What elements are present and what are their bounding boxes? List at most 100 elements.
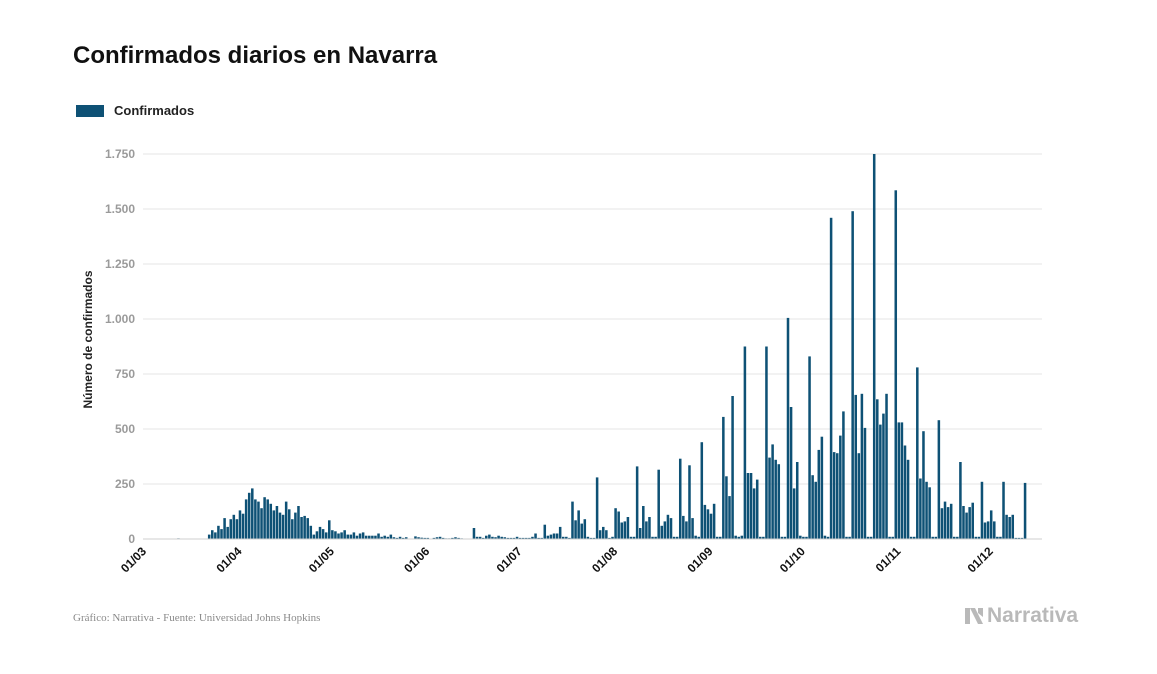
bar: [454, 537, 457, 539]
bar: [503, 537, 507, 539]
bar: [919, 478, 922, 539]
bar: [368, 535, 371, 539]
bar: [457, 537, 460, 539]
bar: [611, 536, 614, 539]
bar: [768, 457, 771, 539]
bar: [799, 535, 802, 539]
bar: [518, 537, 522, 539]
bar: [706, 509, 710, 539]
bar: [546, 535, 550, 539]
bar: [287, 509, 291, 539]
bar: [451, 537, 454, 539]
bar: [700, 442, 704, 539]
source-credit: Gráfico: Narrativa - Fuente: Universidad…: [73, 612, 321, 624]
bar: [561, 536, 565, 539]
bar: [417, 537, 420, 539]
bar: [377, 533, 380, 539]
bar: [346, 534, 350, 539]
bar: [334, 531, 337, 539]
bar: [374, 535, 377, 539]
bar: [226, 526, 229, 539]
bar: [543, 524, 547, 539]
bar: [737, 536, 741, 539]
bar: [774, 459, 777, 539]
bar: [583, 519, 587, 539]
bar: [792, 488, 796, 539]
bar: [361, 532, 365, 539]
bar: [869, 536, 873, 539]
bar: [879, 424, 882, 539]
bar: [823, 535, 827, 539]
bar: [238, 510, 242, 539]
bar: [740, 535, 744, 539]
bar: [278, 512, 282, 539]
bar: [223, 518, 226, 539]
bar: [534, 533, 537, 539]
x-tick-label: 01/11: [873, 544, 904, 575]
bar: [294, 512, 297, 539]
bar: [340, 532, 343, 539]
bar: [568, 537, 571, 539]
bar: [829, 217, 833, 540]
x-tick-label: 01/03: [118, 544, 149, 575]
legend-label: Confirmados: [114, 103, 195, 118]
bar: [817, 449, 821, 539]
bar: [395, 537, 399, 539]
bar: [269, 503, 273, 539]
bar: [645, 521, 648, 539]
bar: [956, 536, 959, 539]
bar: [851, 211, 854, 539]
bar: [306, 518, 309, 539]
bar: [608, 537, 611, 539]
bar: [275, 506, 279, 539]
bar: [383, 535, 386, 539]
bar: [715, 536, 719, 539]
bar: [272, 510, 276, 539]
bar: [438, 536, 442, 539]
bar: [771, 444, 774, 539]
bar: [789, 407, 793, 539]
bar: [912, 536, 916, 539]
bar: [528, 537, 531, 539]
bar: [891, 536, 894, 539]
bar: [211, 530, 214, 539]
bar: [786, 317, 790, 539]
bar: [291, 519, 294, 539]
bar: [318, 526, 322, 539]
bar: [1002, 481, 1005, 539]
x-tick-label: 01/05: [306, 544, 337, 575]
bar: [993, 521, 996, 539]
bar: [888, 536, 891, 539]
bar: [697, 536, 700, 539]
bar: [1020, 537, 1024, 539]
bar: [321, 529, 325, 539]
bar: [617, 511, 620, 539]
bar: [946, 507, 950, 539]
chart-title: Confirmados diarios en Navarra: [73, 42, 438, 69]
bar: [971, 502, 974, 539]
x-tick-label: 01/07: [494, 544, 525, 575]
bar: [937, 420, 941, 539]
bar: [805, 536, 808, 539]
bar: [820, 436, 824, 539]
bar: [500, 536, 503, 539]
bar: [916, 367, 919, 539]
bar: [759, 536, 762, 539]
y-tick-label: 1.750: [105, 147, 135, 161]
bar: [571, 501, 574, 539]
legend-swatch: [76, 104, 104, 117]
bar: [266, 499, 269, 539]
bar: [882, 413, 885, 539]
bar: [722, 416, 725, 539]
bar: [832, 452, 836, 539]
bar: [481, 537, 485, 539]
bar: [207, 534, 211, 539]
bar: [629, 536, 633, 539]
bar: [632, 536, 636, 539]
bar: [214, 532, 217, 539]
bar: [247, 492, 251, 539]
bar: [638, 528, 642, 539]
bar: [808, 356, 811, 539]
y-tick-label: 500: [115, 422, 135, 436]
bar: [303, 515, 306, 539]
